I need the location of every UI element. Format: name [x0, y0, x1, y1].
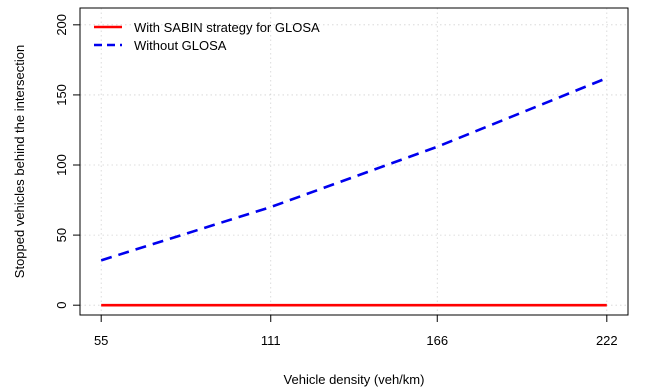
legend-label: With SABIN strategy for GLOSA — [134, 20, 320, 35]
x-tick-label: 166 — [426, 333, 448, 348]
x-tick-label: 55 — [94, 333, 108, 348]
y-axis: 0 50 100 150 200 — [54, 14, 81, 309]
series-line — [100, 76, 608, 262]
y-tick-label: 100 — [54, 154, 69, 176]
x-tick-label: 111 — [261, 333, 281, 348]
x-axis-title: Vehicle density (veh/km) — [284, 372, 425, 387]
y-tick-label: 0 — [54, 302, 69, 309]
y-tick-label: 150 — [54, 84, 69, 106]
grid — [80, 8, 628, 315]
legend: With SABIN strategy for GLOSA Without GLO… — [94, 20, 320, 53]
x-tick-label: 222 — [596, 333, 618, 348]
legend-label: Without GLOSA — [134, 38, 227, 53]
y-tick-label: 200 — [54, 14, 69, 36]
y-axis-title: Stopped vehicles behind the intersection — [12, 45, 27, 278]
plot-frame — [79, 7, 629, 316]
y-tick-label: 50 — [54, 228, 69, 242]
x-axis: 55 111 166 222 — [94, 314, 618, 348]
series-layer — [100, 76, 608, 307]
